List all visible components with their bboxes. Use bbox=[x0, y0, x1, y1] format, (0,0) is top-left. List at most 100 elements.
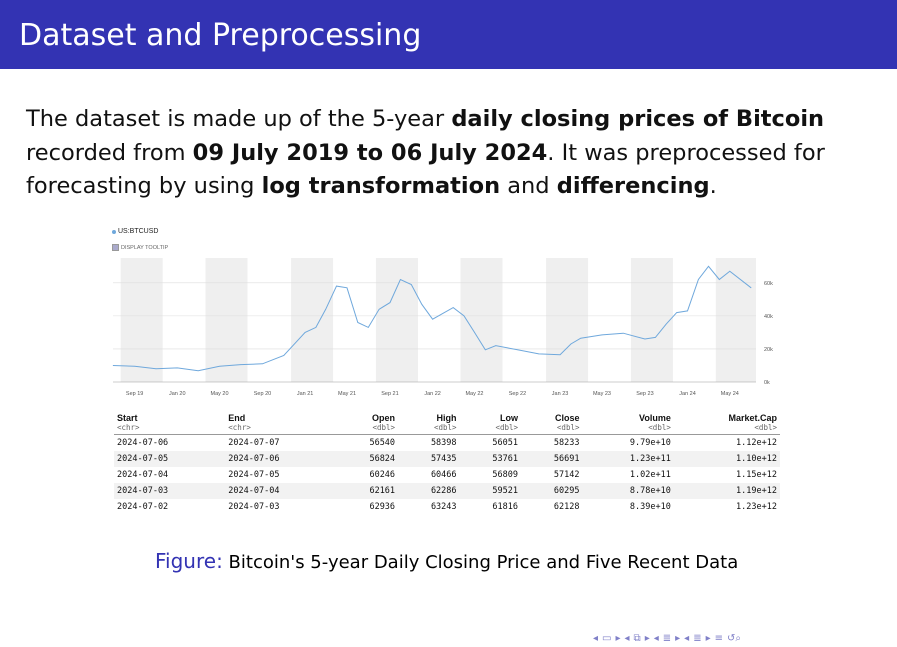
table-cell: 60295 bbox=[553, 486, 580, 496]
data-point bbox=[197, 370, 199, 372]
y-tick-label: 20k bbox=[764, 347, 773, 353]
data-point bbox=[485, 349, 486, 351]
nav-menu-icon[interactable]: ≡ bbox=[714, 633, 724, 644]
data-point bbox=[411, 284, 412, 285]
table-cell: 9.79e+10 bbox=[629, 438, 671, 448]
column-type: <dbl> bbox=[433, 423, 457, 432]
data-point bbox=[155, 368, 157, 370]
x-tick-label: Jan 23 bbox=[552, 391, 569, 397]
data-point bbox=[729, 270, 731, 272]
table-cell: 59521 bbox=[492, 486, 519, 496]
data-point bbox=[346, 287, 348, 289]
nav-next-section-icon[interactable]: ▸ bbox=[675, 633, 681, 644]
table-cell: 2024-07-03 bbox=[228, 502, 280, 512]
table-cell: 1.23e+12 bbox=[736, 502, 777, 512]
table-row: 2024-07-05 2024-07-06 56824 57435 53761 56691… bbox=[114, 451, 780, 467]
table-cell: 2024-07-05 bbox=[228, 470, 280, 480]
para-bold-2: 09 July 2019 to 06 July 2024 bbox=[192, 139, 548, 166]
title-bar: Dataset and Preprocessing bbox=[0, 0, 897, 69]
table-cell: 2024-07-04 bbox=[117, 470, 169, 480]
data-point bbox=[219, 366, 220, 367]
column-type: <dbl> bbox=[556, 423, 580, 432]
x-tick-label: May 23 bbox=[593, 391, 611, 397]
data-point bbox=[421, 304, 423, 305]
nav-prev-section-icon[interactable]: ◂ bbox=[653, 633, 659, 644]
table-cell: 62286 bbox=[430, 486, 457, 496]
table-cell: 58233 bbox=[553, 438, 580, 448]
tooltip-toggle[interactable]: DISPLAY TOOLTIP bbox=[112, 244, 168, 251]
data-point bbox=[474, 332, 475, 333]
x-tick-label: Sep 21 bbox=[381, 391, 398, 397]
table-row: 2024-07-02 2024-07-03 62936 63243 61816 62128… bbox=[114, 499, 780, 515]
table-cell: 2024-07-06 bbox=[228, 454, 280, 464]
table-cell: 62128 bbox=[553, 502, 580, 512]
data-point bbox=[378, 309, 380, 310]
figure: US:BTCUSD DISPLAY TOOLTIP 0k 20k 40k 60k Sep… bbox=[108, 222, 783, 522]
table-cell: 56051 bbox=[492, 438, 519, 448]
table-cell: 2024-07-06 bbox=[117, 438, 169, 448]
nav-prev-subsection-icon[interactable]: ◂ bbox=[624, 633, 630, 644]
para-text-1: The dataset is made up of the 5-year bbox=[26, 106, 452, 132]
column-header: Market.Cap <dbl> bbox=[674, 413, 780, 435]
chart-legend[interactable]: US:BTCUSD bbox=[112, 228, 158, 235]
data-point bbox=[283, 355, 285, 356]
table-cell: 8.39e+10 bbox=[629, 502, 671, 512]
column-name: Open bbox=[372, 413, 396, 423]
figure-caption: Figure: Bitcoin's 5-year Daily Closing P… bbox=[155, 549, 738, 573]
table-header-row: Start <chr> End <chr> Open <dbl> High <dbl> Low <… bbox=[114, 413, 780, 435]
nav-prev-frame-icon[interactable]: ◂ bbox=[593, 633, 599, 644]
data-point bbox=[304, 332, 306, 333]
table-cell: 56809 bbox=[492, 470, 519, 480]
column-name: Start bbox=[117, 413, 138, 423]
nav-search-icon[interactable]: ↺⌕ bbox=[727, 633, 741, 644]
data-point bbox=[368, 327, 369, 328]
column-name: Low bbox=[500, 413, 519, 423]
nav-chapter-icon[interactable]: ≣ bbox=[693, 633, 702, 644]
caption-label: Figure: bbox=[155, 549, 223, 573]
y-tick-label: 0k bbox=[764, 380, 770, 386]
data-point bbox=[750, 287, 752, 289]
table-cell: 1.12e+12 bbox=[736, 438, 777, 448]
data-point bbox=[336, 285, 337, 287]
table-cell: 61816 bbox=[492, 502, 519, 512]
body-paragraph: The dataset is made up of the 5-year dai… bbox=[26, 103, 876, 204]
x-tick-label: Jan 21 bbox=[297, 391, 314, 397]
nav-subsection-icon[interactable]: ⧉ bbox=[633, 633, 641, 644]
caption-text: Bitcoin's 5-year Daily Closing Price and… bbox=[222, 552, 739, 573]
nav-frame-icon[interactable]: ▭ bbox=[602, 633, 612, 644]
table-cell: 1.23e+11 bbox=[629, 454, 671, 464]
column-type: <chr> bbox=[117, 423, 140, 432]
table-cell: 56824 bbox=[369, 454, 396, 464]
nav-next-frame-icon[interactable]: ▸ bbox=[615, 633, 621, 644]
data-point bbox=[655, 337, 656, 338]
column-name: Volume bbox=[639, 413, 671, 423]
legend-label: US:BTCUSD bbox=[118, 228, 159, 235]
table-cell: 2024-07-04 bbox=[228, 486, 280, 496]
data-point bbox=[389, 302, 391, 303]
table-cell: 57142 bbox=[553, 470, 580, 480]
table-cell: 60246 bbox=[369, 470, 396, 480]
column-name: End bbox=[228, 413, 246, 423]
data-point bbox=[676, 312, 677, 313]
data-point bbox=[134, 366, 135, 367]
data-point bbox=[112, 365, 114, 366]
legend-marker bbox=[112, 229, 116, 234]
column-name: High bbox=[436, 413, 457, 423]
nav-next-subsection-icon[interactable]: ▸ bbox=[644, 633, 650, 644]
nav-prev-chapter-icon[interactable]: ◂ bbox=[684, 633, 690, 644]
nav-section-icon[interactable]: ≣ bbox=[662, 633, 672, 644]
slide-title: Dataset and Preprocessing bbox=[19, 18, 422, 53]
data-point bbox=[719, 279, 720, 280]
data-point bbox=[432, 318, 433, 320]
data-point bbox=[580, 337, 581, 339]
data-point bbox=[559, 354, 561, 355]
table-cell: 2024-07-03 bbox=[117, 486, 169, 496]
chart-band bbox=[120, 258, 163, 382]
y-tick-label: 40k bbox=[764, 314, 773, 320]
table-cell: 60466 bbox=[430, 470, 457, 480]
nav-next-chapter-icon[interactable]: ▸ bbox=[705, 633, 711, 644]
table-cell: 1.02e+11 bbox=[629, 470, 671, 480]
column-type: <dbl> bbox=[372, 423, 396, 432]
column-header: High <dbl> bbox=[398, 413, 459, 435]
tooltip-checkbox[interactable] bbox=[112, 244, 119, 251]
